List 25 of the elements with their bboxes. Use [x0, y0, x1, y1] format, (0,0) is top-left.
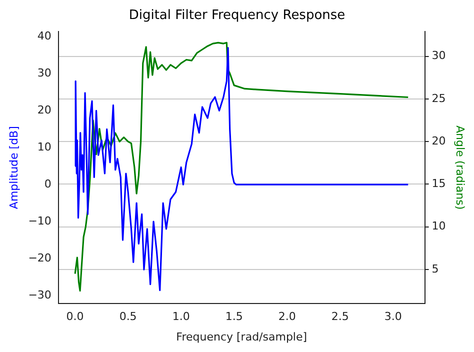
y-tick-label: 20 — [37, 104, 52, 117]
y2-tick-label: 10 — [432, 220, 446, 233]
x-tick-label: 1.0 — [172, 310, 190, 324]
y-tick-label: −10 — [28, 214, 52, 228]
y-axis-title: Amplitude [dB] — [7, 126, 20, 210]
x-tick-label: 0.0 — [66, 310, 84, 324]
x-tick-label: 2.0 — [278, 310, 296, 324]
y2-tick-label: 25 — [432, 92, 446, 105]
y-tick-label: 40 — [37, 30, 52, 43]
y2-tick-label: 30 — [432, 49, 446, 62]
y-tick-label: 0 — [44, 177, 52, 190]
y-tick-label: 10 — [37, 140, 52, 154]
y2-tick-label: 15 — [432, 177, 446, 190]
x-tick-label: 1.5 — [225, 310, 243, 324]
x-tick-label: 2.5 — [331, 310, 349, 324]
y-tick-label: −30 — [28, 288, 52, 302]
x-tick-label: 3.0 — [384, 310, 402, 324]
x-axis-title: Frequency [rad/sample] — [176, 330, 308, 344]
chart-title: Digital Filter Frequency Response — [128, 8, 346, 24]
x-tick-label: 0.5 — [119, 310, 137, 324]
y-tick-label: −20 — [28, 251, 52, 264]
y2-tick-label: 5 — [432, 262, 439, 276]
y2-axis-title: Angle (radians) — [454, 126, 467, 210]
y-tick-label: 30 — [37, 66, 52, 80]
y2-tick-label: 20 — [432, 134, 446, 148]
